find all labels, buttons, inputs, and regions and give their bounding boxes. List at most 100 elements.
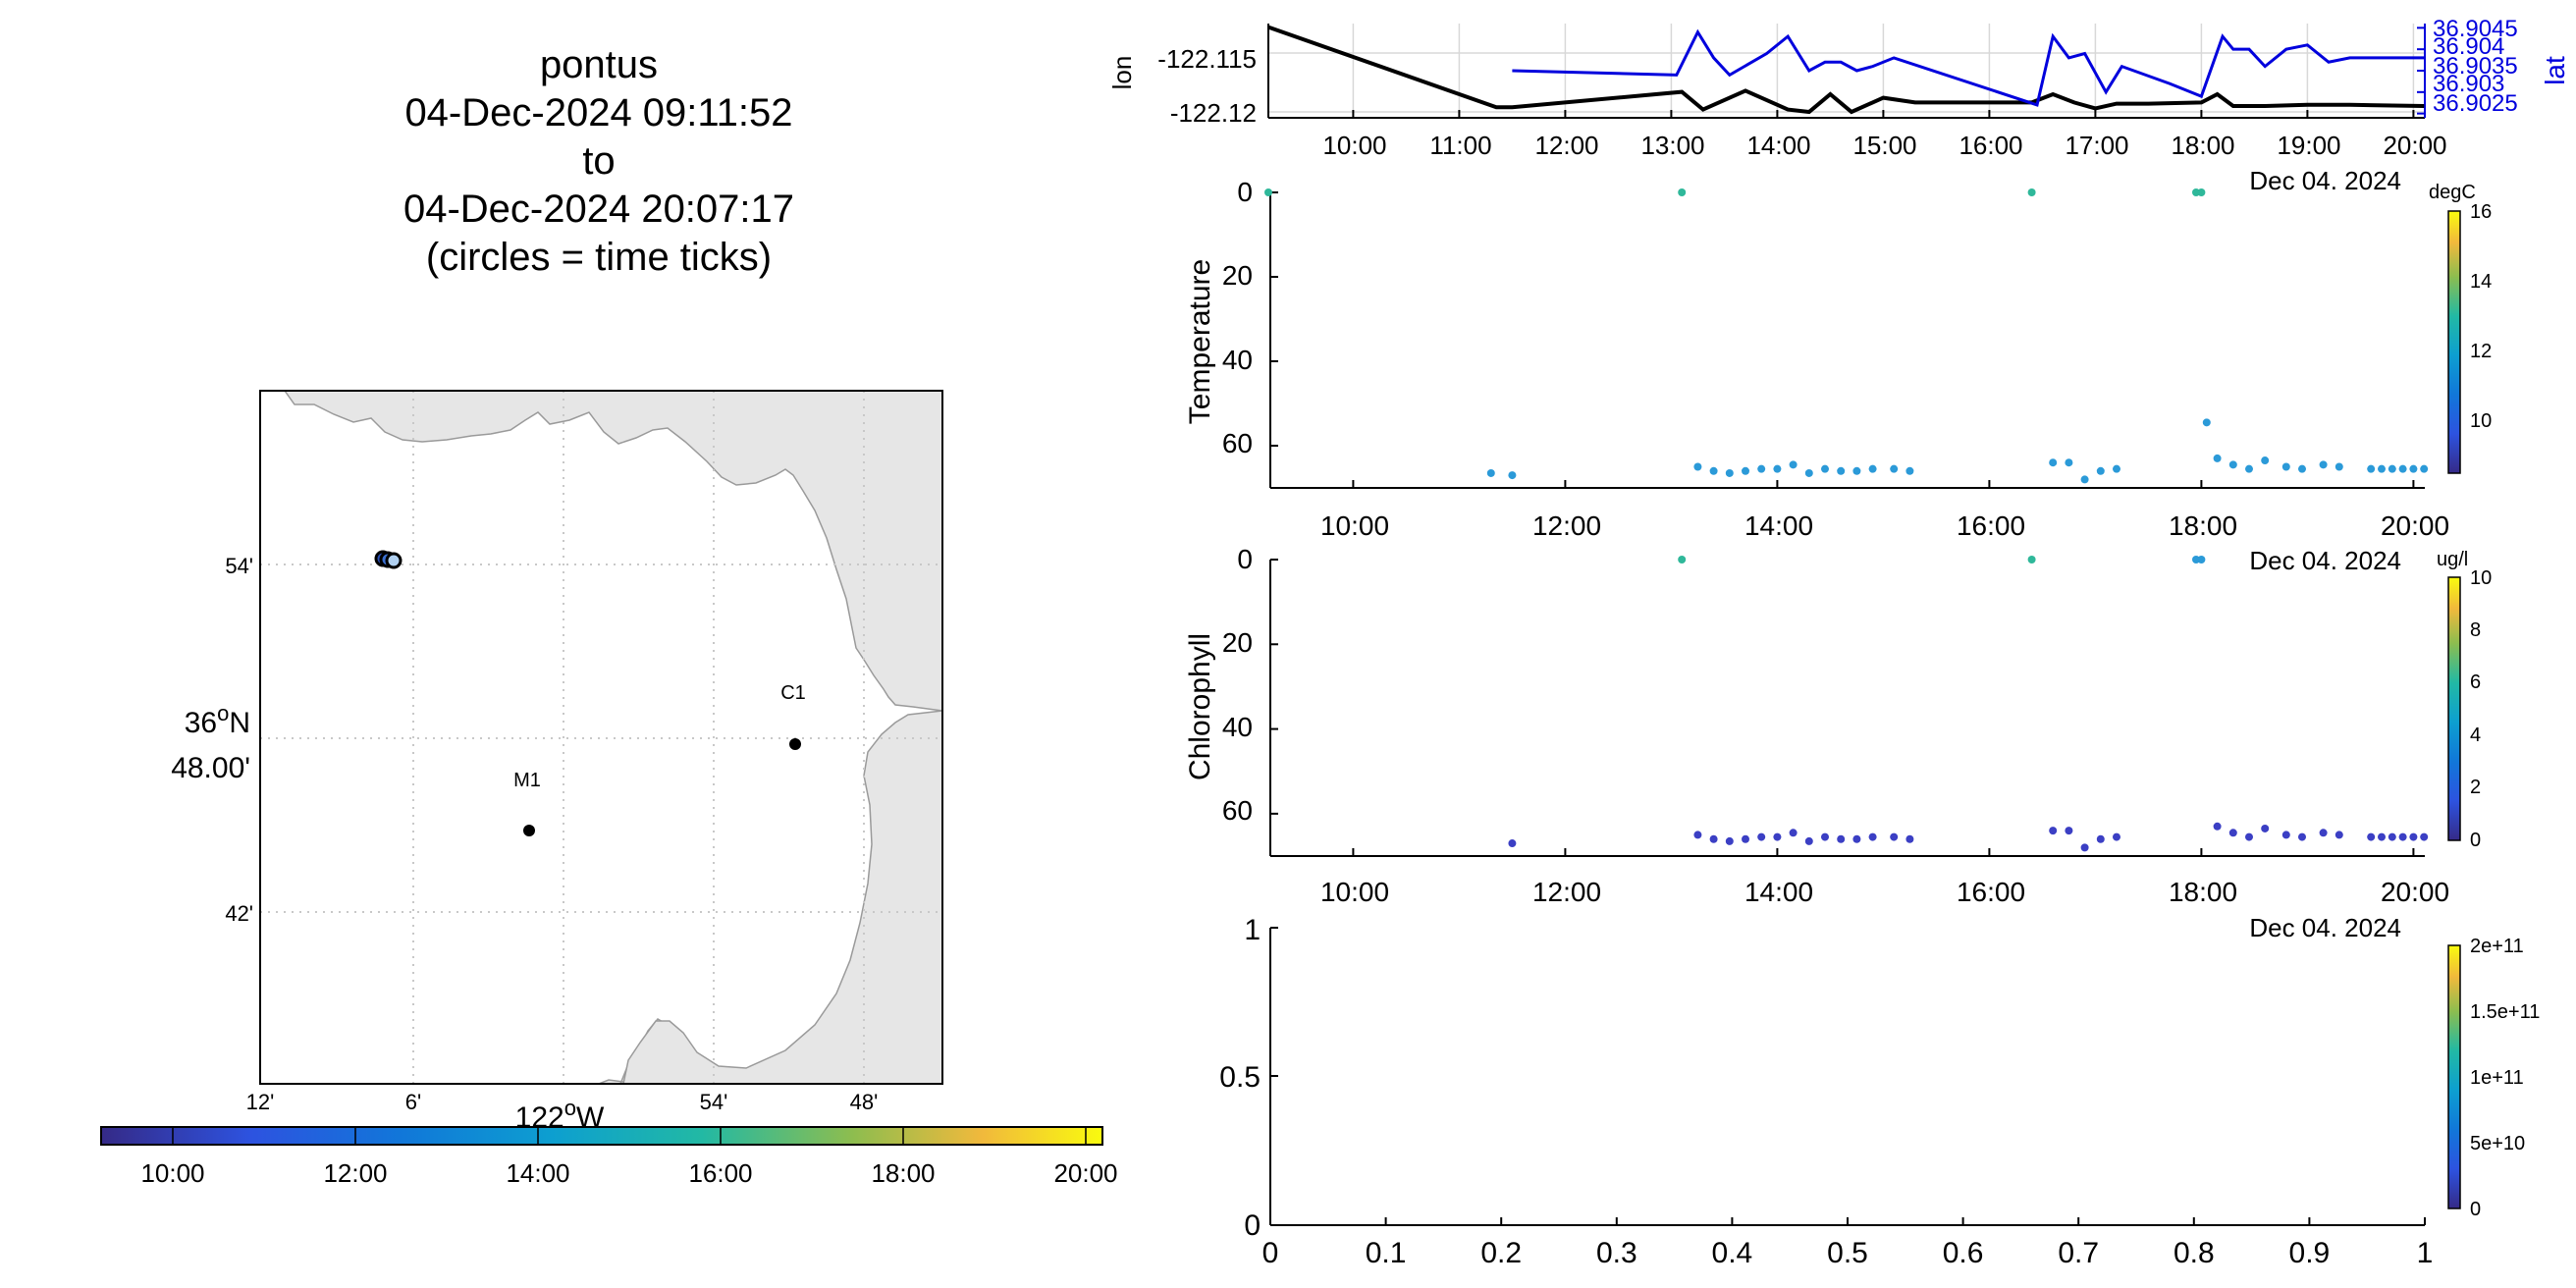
- lonlat-x-tick: 14:00: [1746, 131, 1810, 160]
- empty-x-tick: 0.4: [1712, 1237, 1753, 1269]
- data-point: [2388, 464, 2396, 473]
- lonlat-y-right-tick: 36.904: [2433, 33, 2504, 60]
- data-point: [2367, 832, 2376, 841]
- temperature-y-tick: 60: [1222, 428, 1253, 458]
- empty-colorbar-tick: 1e+11: [2470, 1067, 2524, 1089]
- lonlat-y-right-tick: 36.9035: [2433, 53, 2518, 80]
- data-point: [2261, 824, 2270, 832]
- data-point: [2228, 460, 2237, 469]
- station-c1: C1: [780, 682, 806, 750]
- data-point: [2298, 464, 2306, 473]
- chlorophyll-x-tick: 16:00: [1957, 877, 2025, 907]
- data-point: [1905, 466, 1914, 475]
- temperature-x-tick: 18:00: [2169, 510, 2237, 541]
- lonlat-y-right-tick: 36.9045: [2433, 16, 2518, 42]
- map-panel: 54' 42' 36oN 48.00' 12' 6' 54' 48' 122oW…: [100, 390, 1118, 1188]
- empty-y-tick: 1: [1244, 914, 1261, 946]
- lonlat-x-tick: 10:00: [1322, 131, 1386, 160]
- map-south-coast: [622, 710, 942, 1084]
- temperature-y-tick: 40: [1222, 345, 1253, 375]
- temperature-x-tick: 14:00: [1744, 510, 1813, 541]
- data-point: [2420, 832, 2429, 841]
- data-point: [1789, 829, 1798, 837]
- lonlat-x-tick: 15:00: [1852, 131, 1916, 160]
- data-point: [1837, 834, 1846, 843]
- data-point: [2261, 456, 2270, 465]
- data-point: [2096, 834, 2105, 843]
- time-colorbar-label: 10:00: [140, 1158, 204, 1188]
- station-marker: [789, 738, 801, 750]
- map-lat-tick: 42': [225, 901, 253, 926]
- empty-x-tick: 0.5: [1827, 1237, 1868, 1269]
- data-point: [2378, 832, 2386, 841]
- data-point: [1742, 466, 1749, 475]
- time-colorbar-bar: [100, 1126, 1103, 1146]
- data-point: [2245, 464, 2253, 473]
- data-point: [2080, 843, 2089, 852]
- empty-panel: 1 0.5 0 0 0.1 0.2 0.3 0.4 0.5 0.6 0.7 0.…: [1219, 914, 2540, 1269]
- temperature-y-tick: 20: [1222, 260, 1253, 291]
- empty-x-tick: 0.9: [2289, 1237, 2331, 1269]
- data-point: [1486, 468, 1495, 477]
- lonlat-x-tick: 16:00: [1959, 131, 2022, 160]
- data-point: [2409, 832, 2418, 841]
- chlorophyll-ylabel: Chlorophyll: [1184, 633, 1216, 780]
- chlorophyll-colorbar-tick: 6: [2470, 671, 2481, 693]
- title-block: pontus 04-Dec-2024 09:11:52 to 04-Dec-20…: [295, 41, 903, 282]
- empty-x-tick: 0.2: [1480, 1237, 1522, 1269]
- data-point: [2213, 822, 2222, 831]
- map-lat-center-label: 48.00': [171, 752, 250, 784]
- temperature-colorbar-tick: 12: [2470, 341, 2492, 362]
- data-point: [1508, 839, 1517, 848]
- data-point: [1890, 464, 1899, 473]
- data-point: [1789, 460, 1798, 469]
- data-point: [2367, 464, 2376, 473]
- data-point: [1725, 468, 1734, 477]
- lonlat-x-tick: 11:00: [1429, 131, 1491, 160]
- chlorophyll-y-tick: 40: [1222, 712, 1253, 742]
- track-time-tick: [385, 552, 402, 569]
- temperature-panel: Temperature 0 20 40 60 10:00 12:00 14:00…: [1184, 177, 2492, 575]
- chlorophyll-colorbar-tick: 4: [2470, 724, 2481, 746]
- empty-y-tick: 0: [1244, 1209, 1261, 1242]
- time-colorbar-label: 16:00: [688, 1158, 752, 1188]
- chlorophyll-date-label: Dec 04. 2024: [2249, 913, 2401, 942]
- chlorophyll-colorbar-unit: ug/l: [2437, 549, 2468, 570]
- data-point: [1678, 188, 1687, 196]
- temperature-colorbar-unit: degC: [2429, 182, 2476, 203]
- lonlat-x-tick: 17:00: [2065, 131, 2128, 160]
- temperature-x-tick: 10:00: [1320, 510, 1389, 541]
- map-lat-center-label: 36oN: [185, 701, 250, 739]
- map-lon-tick: 54': [700, 1090, 728, 1114]
- chlorophyll-x-tick: 20:00: [2381, 877, 2449, 907]
- data-point: [1852, 834, 1861, 843]
- temperature-colorbar-tick: 16: [2470, 201, 2492, 223]
- lonlat-grid: [1268, 24, 2425, 118]
- data-point: [1709, 834, 1718, 843]
- lonlat-date-label: Dec 04. 2024: [2249, 166, 2401, 195]
- time-colorbar-label: 12:00: [323, 1158, 387, 1188]
- empty-x-tick: 0.1: [1366, 1237, 1407, 1269]
- data-point: [1868, 832, 1877, 841]
- data-point: [2065, 827, 2073, 835]
- lonlat-y-right-tick: 36.9025: [2433, 90, 2518, 117]
- lonlat-y-right-tick: 36.903: [2433, 71, 2504, 97]
- series-line-lat: [1512, 28, 2425, 107]
- data-point: [2319, 829, 2328, 837]
- empty-x-tick: 0.8: [2174, 1237, 2215, 1269]
- data-point: [2197, 188, 2206, 196]
- chlorophyll-colorbar: [2447, 576, 2461, 841]
- empty-colorbar-tick: 0: [2470, 1199, 2481, 1220]
- map-lon-tick: 48': [850, 1090, 879, 1114]
- data-point: [1804, 836, 1813, 845]
- data-point: [2388, 832, 2396, 841]
- data-point: [2080, 475, 2089, 484]
- data-point: [2113, 464, 2120, 473]
- station-m1: M1: [513, 770, 541, 836]
- temperature-date-label: Dec 04. 2024: [2249, 546, 2401, 575]
- station-label: C1: [780, 682, 806, 704]
- chlorophyll-y-tick: 20: [1222, 627, 1253, 658]
- data-point: [1757, 464, 1766, 473]
- series-line-lon: [1267, 25, 2425, 115]
